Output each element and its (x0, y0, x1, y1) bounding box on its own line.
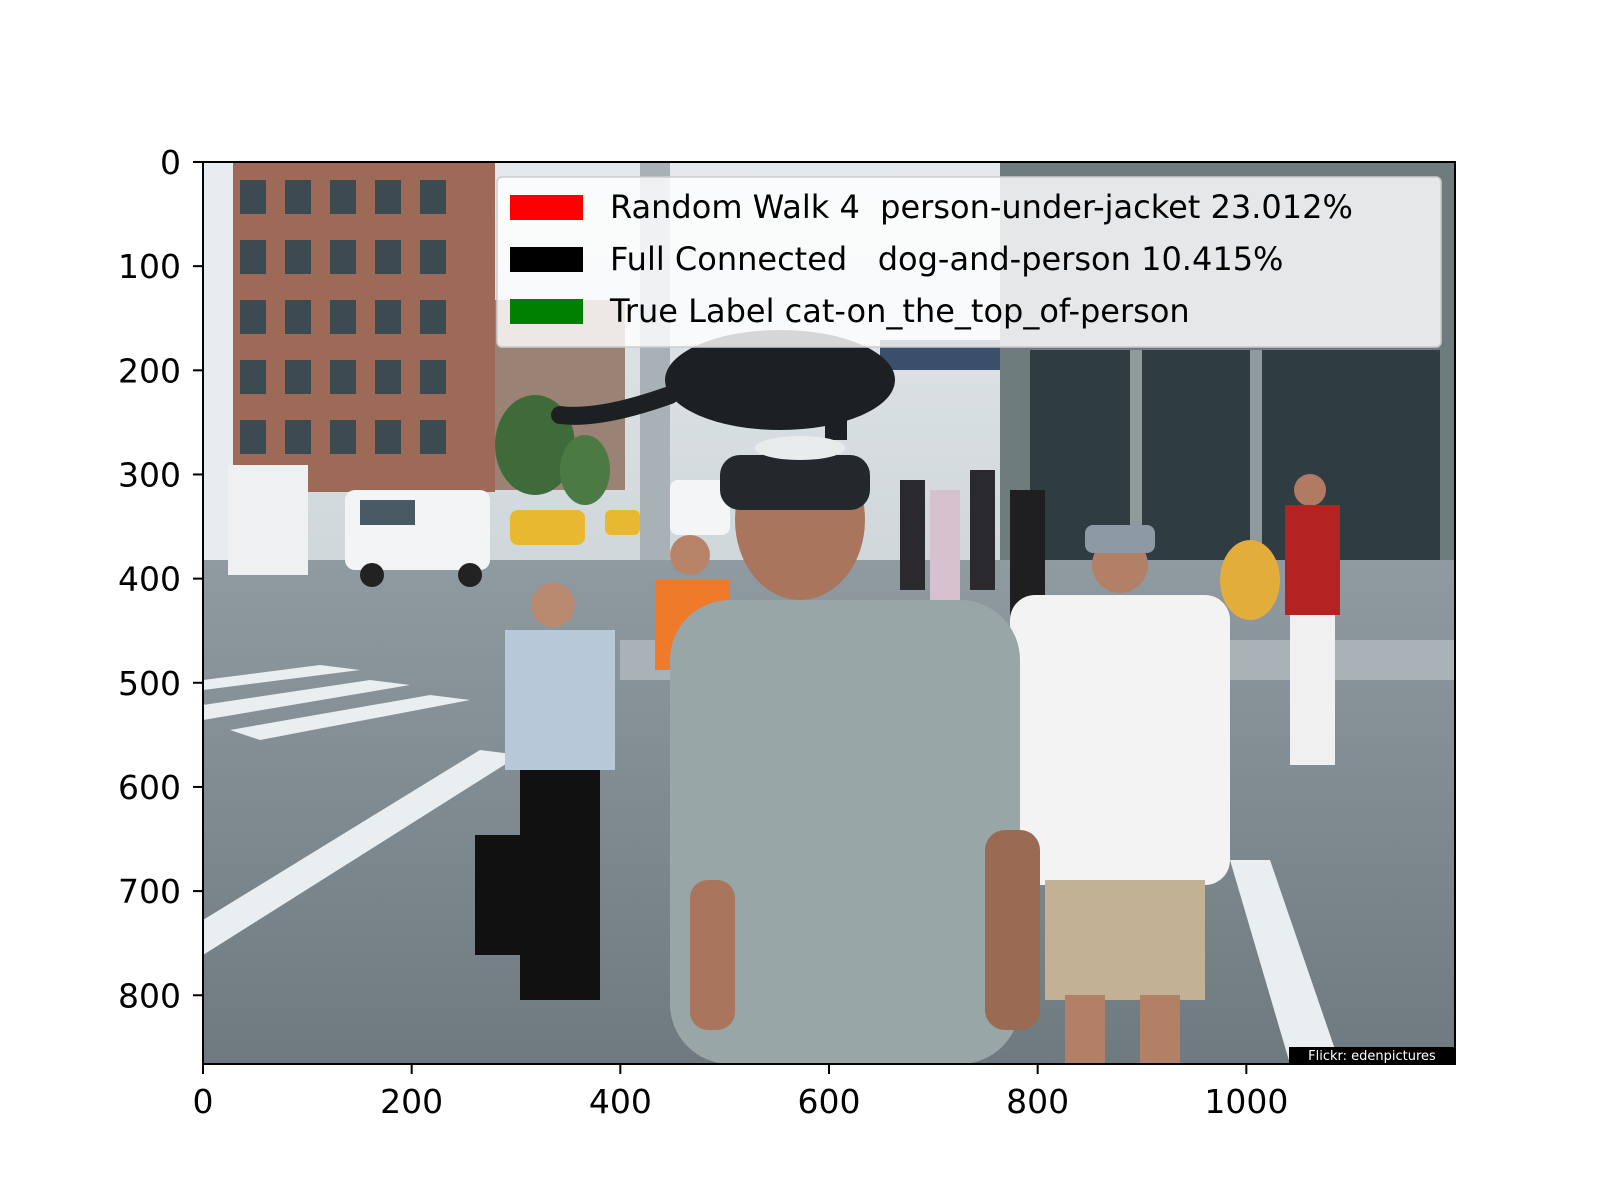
legend-label-full-connected: Full Connected dog-and-person 10.415% (610, 240, 1283, 278)
building-windows (240, 180, 446, 454)
y-tick-label: 200 (118, 351, 181, 390)
legend-swatch-random-walk (510, 195, 583, 220)
x-tick-label: 800 (1006, 1082, 1069, 1121)
x-tick-label: 400 (589, 1082, 652, 1121)
box-truck (228, 465, 308, 575)
y-tick-label: 700 (118, 872, 181, 911)
legend-label-random-walk: Random Walk 4 person-under-jacket 23.012… (610, 188, 1353, 226)
y-tick-label: 300 (118, 455, 181, 494)
legend-box (496, 176, 1442, 348)
photo-credit-box (1289, 1047, 1455, 1064)
legend-swatch-full-connected (510, 247, 583, 272)
y-axis: 0 100 200 300 400 500 600 700 800 (118, 143, 203, 1015)
man-blue-shirt (475, 583, 615, 1000)
y-tick-label: 600 (118, 768, 181, 807)
man-grey-shirt (670, 440, 1040, 1064)
x-axis: 0 200 400 600 800 1000 (193, 1064, 1288, 1121)
y-tick-label: 800 (118, 976, 181, 1015)
x-tick-label: 0 (193, 1082, 214, 1121)
x-tick-label: 1000 (1204, 1082, 1288, 1121)
man-red-shirt (1220, 474, 1340, 765)
cat-on-head (551, 330, 895, 460)
photo-credit: Flickr: edenpictures (1308, 1049, 1436, 1064)
y-tick-label: 400 (118, 560, 181, 599)
y-tick-label: 100 (118, 247, 181, 286)
y-tick-label: 500 (118, 664, 181, 703)
man-white-shirt (1010, 525, 1230, 1064)
x-tick-label: 600 (798, 1082, 861, 1121)
legend-swatch-true-label (510, 299, 583, 324)
legend-label-true-label: True Label cat-on_the_top_of-person (609, 292, 1190, 330)
legend: Random Walk 4 person-under-jacket 23.012… (496, 176, 1442, 348)
brick-building (225, 162, 495, 492)
y-tick-label: 0 (160, 143, 181, 182)
crosswalk (203, 665, 1340, 1064)
x-tick-label: 200 (380, 1082, 443, 1121)
